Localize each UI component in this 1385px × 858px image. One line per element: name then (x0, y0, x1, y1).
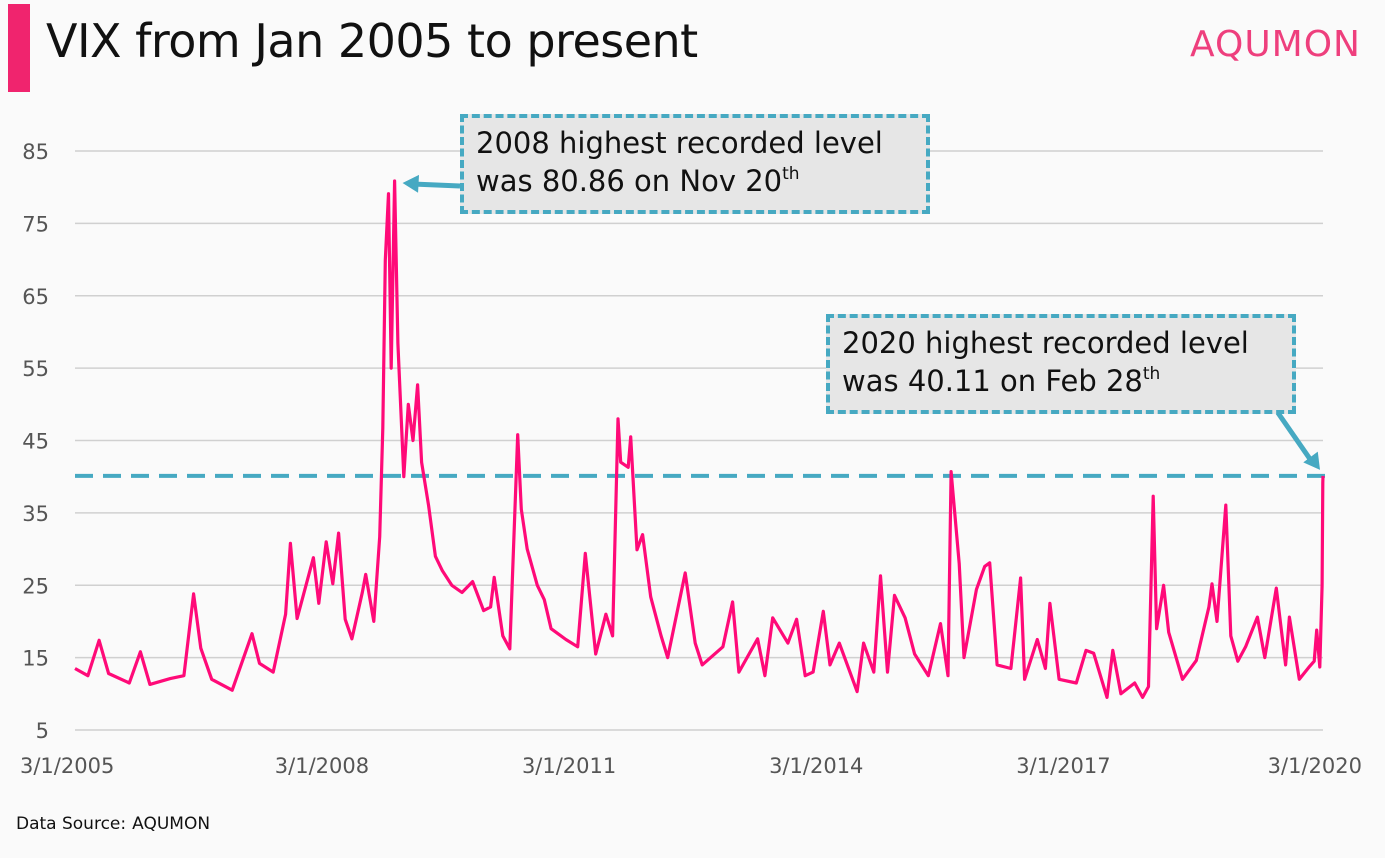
y-tick-label: 45 (22, 430, 49, 454)
annotation-arrows (402, 174, 1320, 470)
grid-lines (75, 150, 1323, 731)
annotation-2008-peak: 2008 highest recorded level was 80.86 on… (460, 114, 930, 214)
annotation-2020-line2: was 40.11 on Feb 28th (842, 364, 1161, 398)
data-source-note: Data Source: AQUMON (16, 814, 211, 834)
x-tick-label: 3/1/2005 (20, 754, 114, 778)
annotation-2020-line1: 2020 highest recorded level (842, 326, 1249, 360)
annotation-2020-peak: 2020 highest recorded level was 40.11 on… (826, 314, 1296, 414)
y-axis-ticks: 5 15 25 35 45 55 65 75 85 (22, 140, 49, 743)
y-tick-label: 15 (22, 647, 49, 671)
x-tick-label: 3/1/2020 (1268, 754, 1362, 778)
annotation-2008-line2: was 80.86 on Nov 20th (476, 164, 800, 198)
x-tick-label: 3/1/2011 (522, 754, 616, 778)
y-tick-label: 55 (22, 357, 49, 381)
y-tick-label: 25 (22, 574, 49, 598)
x-tick-label: 3/1/2008 (275, 754, 369, 778)
arrow-2008-shaft (412, 181, 461, 189)
arrow-2008-head (402, 174, 420, 193)
y-tick-label: 75 (22, 212, 49, 236)
brand-logo: AQUMON (1189, 24, 1361, 65)
arrow-2020-head (1303, 451, 1320, 470)
y-tick-label: 85 (22, 140, 49, 164)
x-axis-ticks: 3/1/2005 3/1/2008 3/1/2011 3/1/2014 3/1/2017… (20, 754, 1362, 778)
title-accent-bar (8, 4, 30, 92)
y-tick-label: 65 (22, 285, 49, 309)
page-title: VIX from Jan 2005 to present (46, 14, 698, 68)
x-tick-label: 3/1/2017 (1016, 754, 1110, 778)
y-tick-label: 5 (36, 719, 49, 743)
arrow-2020-shaft (1273, 408, 1315, 464)
annotation-2008-line1: 2008 highest recorded level (476, 126, 883, 160)
y-tick-label: 35 (22, 502, 49, 526)
vix-series-line (74, 179, 1325, 699)
x-tick-label: 3/1/2014 (769, 754, 863, 778)
